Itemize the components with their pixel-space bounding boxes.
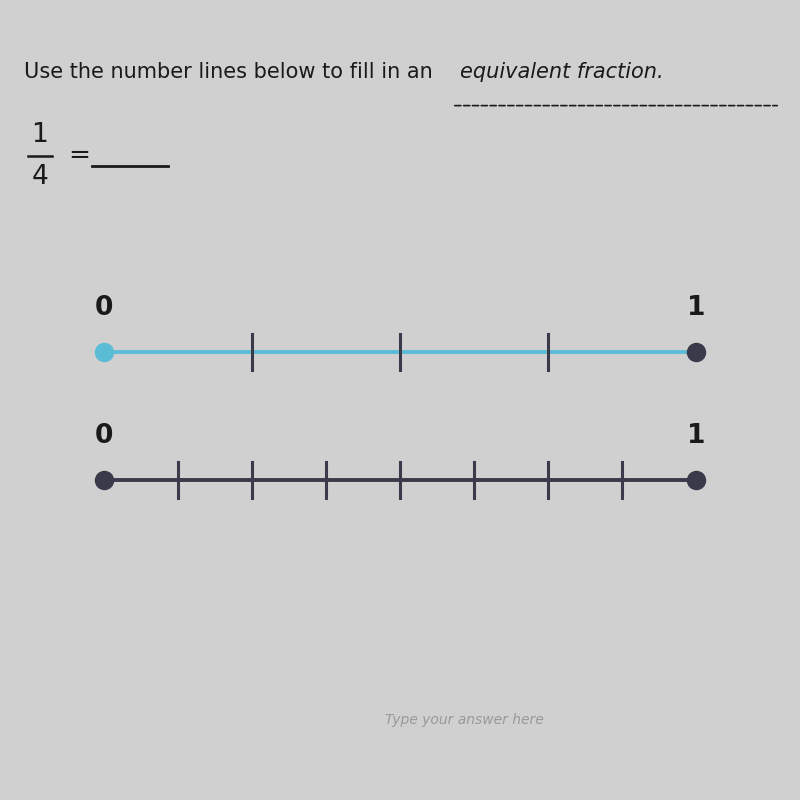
Text: Use the number lines below to fill in an: Use the number lines below to fill in an: [24, 62, 439, 82]
Text: equivalent fraction.: equivalent fraction.: [460, 62, 664, 82]
Text: 1: 1: [32, 122, 48, 148]
Text: 1: 1: [686, 423, 706, 449]
Text: Type your answer here: Type your answer here: [385, 713, 543, 727]
Text: 4: 4: [32, 164, 48, 190]
Text: 0: 0: [95, 295, 113, 321]
Text: 0: 0: [95, 423, 113, 449]
Text: 1: 1: [686, 295, 706, 321]
Text: =: =: [68, 143, 90, 169]
